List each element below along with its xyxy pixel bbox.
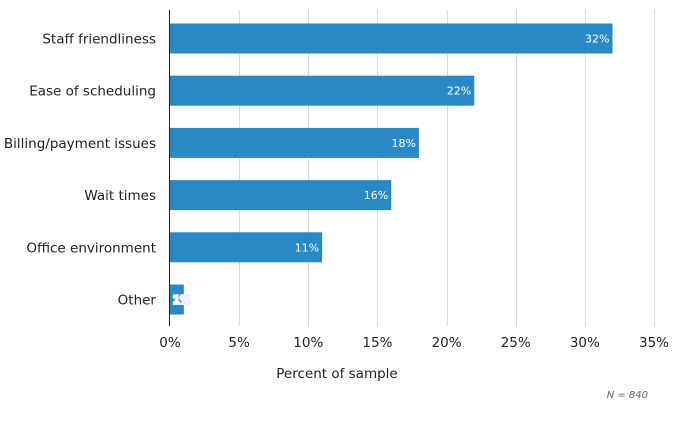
x-tick-label: 10% <box>293 335 323 351</box>
bar-value-label: 16% <box>364 189 388 202</box>
category-label: Billing/payment issues <box>4 136 156 152</box>
bar-value-label: 11% <box>295 241 319 254</box>
x-tick-label: 15% <box>362 335 392 351</box>
category-label: Ease of scheduling <box>29 84 156 100</box>
x-tick-labels: 0% 5% 10% 15% 20% 25% 30% 35% <box>159 335 669 351</box>
category-labels: Staff friendliness Ease of scheduling Bill… <box>4 32 157 309</box>
category-label: Wait times <box>84 188 156 204</box>
sample-size-note: N = 840 <box>607 390 648 401</box>
x-axis-title: Percent of sample <box>276 366 397 382</box>
bar <box>170 232 323 263</box>
category-label: Staff friendliness <box>42 32 156 48</box>
grid-lines <box>239 10 655 326</box>
category-label: Office environment <box>26 240 156 256</box>
bar-value-label: 18% <box>391 137 415 150</box>
bar-value-label: 32% <box>585 33 609 46</box>
bar <box>170 127 419 158</box>
x-tick-label: 25% <box>501 335 531 351</box>
bar <box>170 23 613 54</box>
x-tick-label: 0% <box>159 335 181 351</box>
bar-value-label: 1% <box>173 294 190 307</box>
x-tick-label: 5% <box>228 335 250 351</box>
bars: 32% 22% 18% 16% 11% 1% <box>170 23 613 315</box>
bar <box>170 75 475 106</box>
x-tick-label: 20% <box>432 335 462 351</box>
bar-value-label: 22% <box>447 85 471 98</box>
x-tick-label: 35% <box>639 335 669 351</box>
x-tick-label: 30% <box>570 335 600 351</box>
bar <box>170 180 392 211</box>
category-label: Other <box>118 293 157 309</box>
bar <box>170 284 184 315</box>
